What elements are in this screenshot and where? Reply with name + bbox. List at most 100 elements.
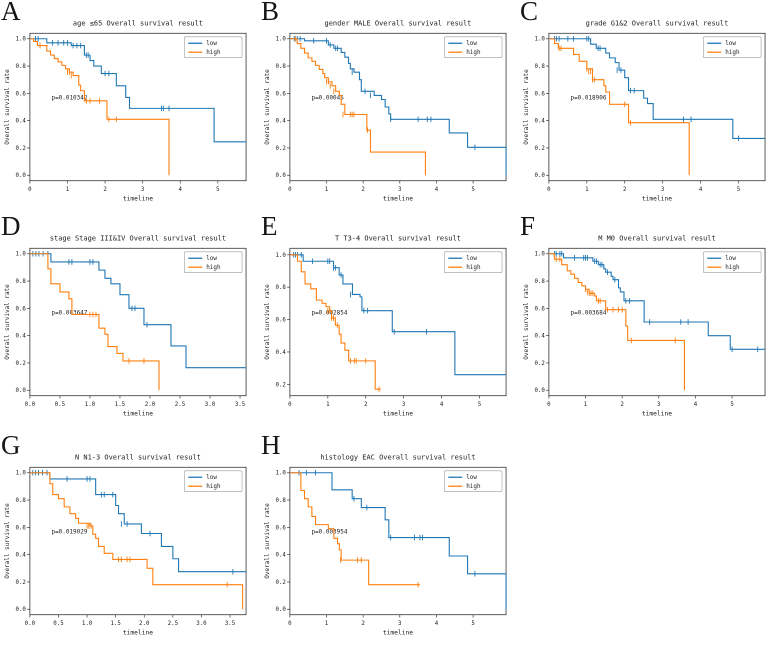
- x-tick-label: 3.0: [205, 402, 216, 408]
- censor-marks-low: [298, 469, 476, 577]
- legend-label-low: low: [466, 255, 477, 262]
- x-axis-label: timeline: [642, 196, 672, 203]
- y-tick-label: 0.8: [275, 498, 286, 504]
- y-tick-label: 1.0: [534, 37, 545, 43]
- km-curve-low: [29, 253, 247, 369]
- legend: low high: [443, 36, 503, 58]
- legend-label-low: low: [466, 40, 477, 47]
- y-tick-label: 0.2: [275, 146, 285, 152]
- x-tick-label: 3.5: [235, 402, 246, 408]
- x-tick-label: 1: [325, 187, 329, 193]
- x-tick-label: 3: [398, 621, 402, 627]
- x-tick-label: 5: [216, 187, 220, 193]
- y-tick-label: 0.8: [15, 498, 26, 504]
- x-tick-label: 4: [435, 621, 439, 627]
- p-value-label: p=0.003647: [52, 310, 88, 317]
- x-tick-label: 3.5: [225, 621, 236, 627]
- km-curve-high: [289, 254, 381, 390]
- panel-letter: D: [1, 211, 21, 241]
- km-plot: grade G1&2 Overall survival result 0 1 2 3 4 5…: [523, 19, 766, 203]
- censor-marks-high: [89, 311, 145, 364]
- y-axis-label: Overall survival rate: [4, 503, 11, 579]
- panel-title: N N1-3 Overall survival result: [75, 453, 201, 461]
- y-tick-label: 0.0: [15, 388, 26, 394]
- y-tick-label: 1.0: [275, 37, 286, 43]
- km-plot: histology EAC Overall survival result 0 1 2…: [264, 453, 507, 637]
- x-tick-label: 5: [471, 621, 475, 627]
- km-panel-F: F M M0 Overall survival result 0 1 2 3 4 5 0.0 0.…: [519, 213, 778, 430]
- x-axis-label: timeline: [123, 630, 153, 637]
- legend-label-low: low: [725, 255, 736, 262]
- x-tick-label: 0: [547, 187, 551, 193]
- legend-label-high: high: [725, 264, 740, 271]
- x-tick-label: 0.0: [25, 621, 36, 627]
- km-plot: N N1-3 Overall survival result 0.0 0.5 1.0 1…: [4, 453, 247, 637]
- y-tick-label: 0.2: [534, 146, 544, 152]
- x-tick-label: 1: [326, 402, 330, 408]
- x-tick-label: 1: [584, 402, 588, 408]
- legend-label-low: low: [466, 474, 477, 481]
- x-tick-label: 4: [435, 187, 439, 193]
- censor-marks-low: [553, 250, 759, 353]
- x-axis-label: timeline: [383, 411, 413, 418]
- y-tick-label: 1.0: [15, 37, 26, 43]
- y-tick-label: 0.2: [275, 382, 285, 388]
- km-curve-high: [548, 38, 690, 176]
- x-tick-label: 0: [547, 402, 551, 408]
- x-tick-label: 4: [179, 187, 183, 193]
- p-value-label: p=0.003684: [571, 310, 607, 317]
- y-tick-label: 0.0: [534, 173, 545, 179]
- panel-title: T T3-4 Overall survival result: [335, 234, 461, 242]
- censor-marks-high: [555, 256, 676, 344]
- axes-box: [29, 247, 247, 397]
- km-curve-high: [29, 472, 244, 610]
- censor-marks-high: [327, 307, 380, 393]
- panel-letter: H: [261, 430, 281, 460]
- y-tick-label: 0.8: [534, 279, 545, 285]
- y-tick-label: 0.2: [15, 361, 25, 367]
- x-tick-label: 5: [478, 402, 482, 408]
- x-tick-label: 5: [737, 187, 741, 193]
- x-tick-label: 0.0: [25, 402, 36, 408]
- x-tick-label: 5: [471, 187, 475, 193]
- km-plot: gender MALE Overall survival result 0 1 2 3 4…: [264, 19, 507, 203]
- km-curve-low: [548, 253, 766, 350]
- p-value-label: p=0.018906: [571, 95, 607, 102]
- km-curve-high: [289, 472, 420, 586]
- x-tick-label: 4: [699, 187, 703, 193]
- x-axis-label: timeline: [123, 411, 153, 418]
- y-tick-label: 0.4: [534, 334, 545, 340]
- x-tick-label: 1.0: [85, 402, 96, 408]
- km-curve-high: [29, 38, 170, 176]
- km-plot: age ≤65 Overall survival result 0 1 2 3 4 5 0.0…: [4, 19, 247, 203]
- axes-box: [289, 466, 507, 616]
- y-tick-label: 0.2: [15, 146, 25, 152]
- y-tick-label: 0.4: [15, 334, 26, 340]
- axes-box: [548, 32, 766, 182]
- y-tick-label: 1.0: [15, 252, 26, 258]
- y-tick-label: 0.4: [534, 119, 545, 125]
- x-tick-label: 2: [620, 402, 623, 408]
- x-tick-label: 0.5: [55, 402, 66, 408]
- y-axis-label: Overall survival rate: [523, 284, 530, 360]
- x-tick-label: 2: [364, 402, 367, 408]
- x-axis-label: timeline: [383, 196, 413, 203]
- panel-letter: E: [261, 211, 278, 241]
- x-tick-label: 0: [288, 621, 292, 627]
- x-tick-label: 3: [141, 187, 145, 193]
- panel-title: stage Stage III&IV Overall survival resu…: [50, 234, 226, 242]
- censor-marks-high: [86, 523, 228, 588]
- y-tick-label: 0.2: [15, 580, 25, 586]
- legend: low high: [183, 251, 243, 273]
- y-tick-label: 0.8: [275, 285, 286, 291]
- panel-title: grade G1&2 Overall survival result: [586, 19, 729, 27]
- p-value-label: p=0.010342: [52, 95, 88, 102]
- y-tick-label: 0.6: [534, 91, 545, 97]
- x-tick-label: 2: [361, 621, 364, 627]
- censor-marks-high: [558, 45, 631, 126]
